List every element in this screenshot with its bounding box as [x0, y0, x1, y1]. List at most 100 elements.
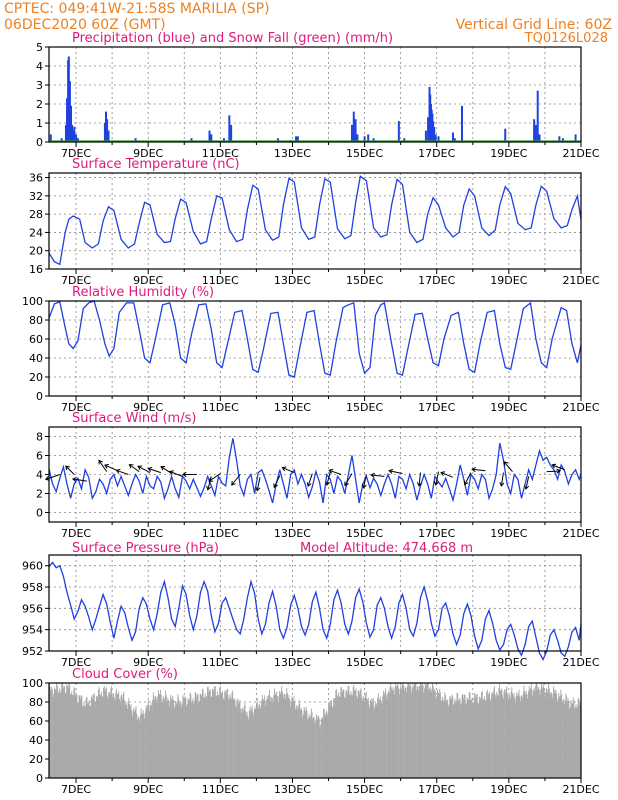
- cloud-bar: [128, 698, 130, 778]
- cloud-bar: [168, 706, 170, 778]
- cloud-bar: [514, 698, 516, 778]
- cloud-bar: [70, 694, 72, 778]
- cloud-bar: [429, 687, 431, 778]
- wind-vector: [464, 472, 472, 485]
- cloud-bar: [427, 683, 429, 778]
- cloud-bar: [380, 696, 382, 778]
- panel-title-model-id: TQ0126L028: [524, 31, 608, 46]
- panel-title-cloud: Cloud Cover (%): [72, 667, 178, 682]
- cloud-bar: [545, 692, 547, 778]
- cloud-bar: [60, 690, 62, 778]
- cloud-bar: [105, 687, 107, 778]
- cloud-bar: [81, 696, 83, 778]
- cloud-bar: [232, 690, 234, 778]
- cloud-bar: [125, 701, 127, 778]
- ytick-label-wind: 0: [36, 507, 43, 520]
- cloud-bar: [59, 692, 61, 778]
- cloud-bar: [56, 683, 58, 778]
- cloud-bar: [573, 700, 575, 778]
- cloud-bar: [434, 688, 436, 778]
- cloud-bar: [476, 694, 477, 778]
- series-line-temperature: [48, 175, 582, 266]
- wind-vector-head: [325, 480, 331, 486]
- cloud-bar: [553, 686, 555, 778]
- cloud-bar: [409, 683, 411, 778]
- wind-vector: [231, 474, 241, 486]
- panel-annotation-altitude: Model Altitude: 474.668 m: [300, 541, 473, 556]
- cloud-bar: [68, 683, 70, 778]
- cloud-bar: [307, 719, 309, 778]
- cloud-bar: [103, 688, 105, 778]
- cloud-bar: [132, 710, 134, 778]
- xtick-label-wind: 13DEC: [274, 527, 311, 540]
- cloud-bar: [115, 692, 117, 778]
- cloud-bar: [272, 701, 274, 778]
- wind-vector-head: [160, 466, 166, 471]
- cloud-bar: [136, 713, 138, 778]
- cloud-bar: [139, 722, 141, 778]
- cloud-bar: [227, 697, 229, 778]
- cloud-bar: [244, 703, 246, 778]
- cloud-bar: [368, 704, 370, 778]
- cloud-bar: [313, 717, 315, 778]
- cloud-bar: [179, 702, 181, 778]
- xtick-label-temperature: 7DEC: [61, 274, 91, 287]
- cloud-bar: [302, 717, 304, 778]
- cloud-bar: [426, 683, 428, 778]
- xtick-label-humidity: 13DEC: [274, 401, 311, 414]
- cloud-bar: [453, 703, 455, 778]
- cloud-bar: [113, 697, 115, 778]
- cloud-bar: [139, 714, 141, 778]
- cloud-bar: [183, 700, 185, 778]
- cloud-bar: [323, 708, 325, 778]
- precip-bar: [350, 124, 353, 142]
- cloud-bar: [74, 695, 76, 778]
- cloud-bar: [310, 715, 312, 778]
- cloud-bar: [110, 688, 112, 778]
- cloud-bar: [521, 694, 523, 778]
- cloud-bar: [544, 696, 546, 778]
- precip-bar: [70, 105, 73, 142]
- cloud-bar: [549, 694, 551, 778]
- cloud-bar: [245, 711, 247, 778]
- cloud-bar: [535, 683, 537, 778]
- precip-bar: [397, 121, 400, 142]
- cloud-bar: [467, 699, 469, 778]
- cloud-bar: [318, 718, 320, 778]
- cloud-bar: [294, 701, 296, 778]
- cloud-bar: [196, 694, 198, 778]
- cloud-bar: [116, 694, 118, 778]
- cloud-bar: [240, 712, 242, 778]
- cloud-bar: [364, 701, 366, 778]
- cloud-bar: [82, 705, 84, 778]
- cloud-bar: [421, 683, 423, 778]
- wind-vector: [45, 474, 60, 480]
- ytick-label-temperature: 20: [29, 245, 43, 258]
- cloud-bar: [167, 698, 169, 778]
- cloud-bar: [113, 693, 115, 778]
- cloud-bar: [170, 694, 172, 778]
- cloud-bar: [134, 712, 136, 778]
- cloud-bar: [106, 695, 108, 778]
- cloud-bar: [526, 694, 528, 778]
- wind-vector: [326, 471, 331, 486]
- xtick-label-wind: 15DEC: [346, 527, 383, 540]
- xtick-label-pressure: 15DEC: [346, 656, 383, 669]
- cloud-bar: [310, 708, 312, 778]
- wind-vector: [440, 471, 454, 478]
- cloud-bar: [367, 699, 369, 778]
- xtick-label-precipitation: 17DEC: [418, 147, 455, 160]
- cloud-bar: [406, 686, 408, 778]
- cloud-bar: [546, 688, 547, 778]
- cloud-bar: [370, 700, 371, 778]
- cloud-bar: [518, 689, 520, 778]
- cloud-bar: [176, 701, 178, 778]
- cloud-bar: [348, 685, 350, 778]
- cloud-bar: [344, 697, 345, 778]
- cloud-bar: [101, 695, 103, 778]
- cloud-bar: [291, 696, 293, 778]
- cloud-bar: [207, 686, 209, 778]
- wind-vector: [116, 469, 129, 475]
- precip-bar: [72, 130, 75, 142]
- cloud-bar: [484, 700, 486, 778]
